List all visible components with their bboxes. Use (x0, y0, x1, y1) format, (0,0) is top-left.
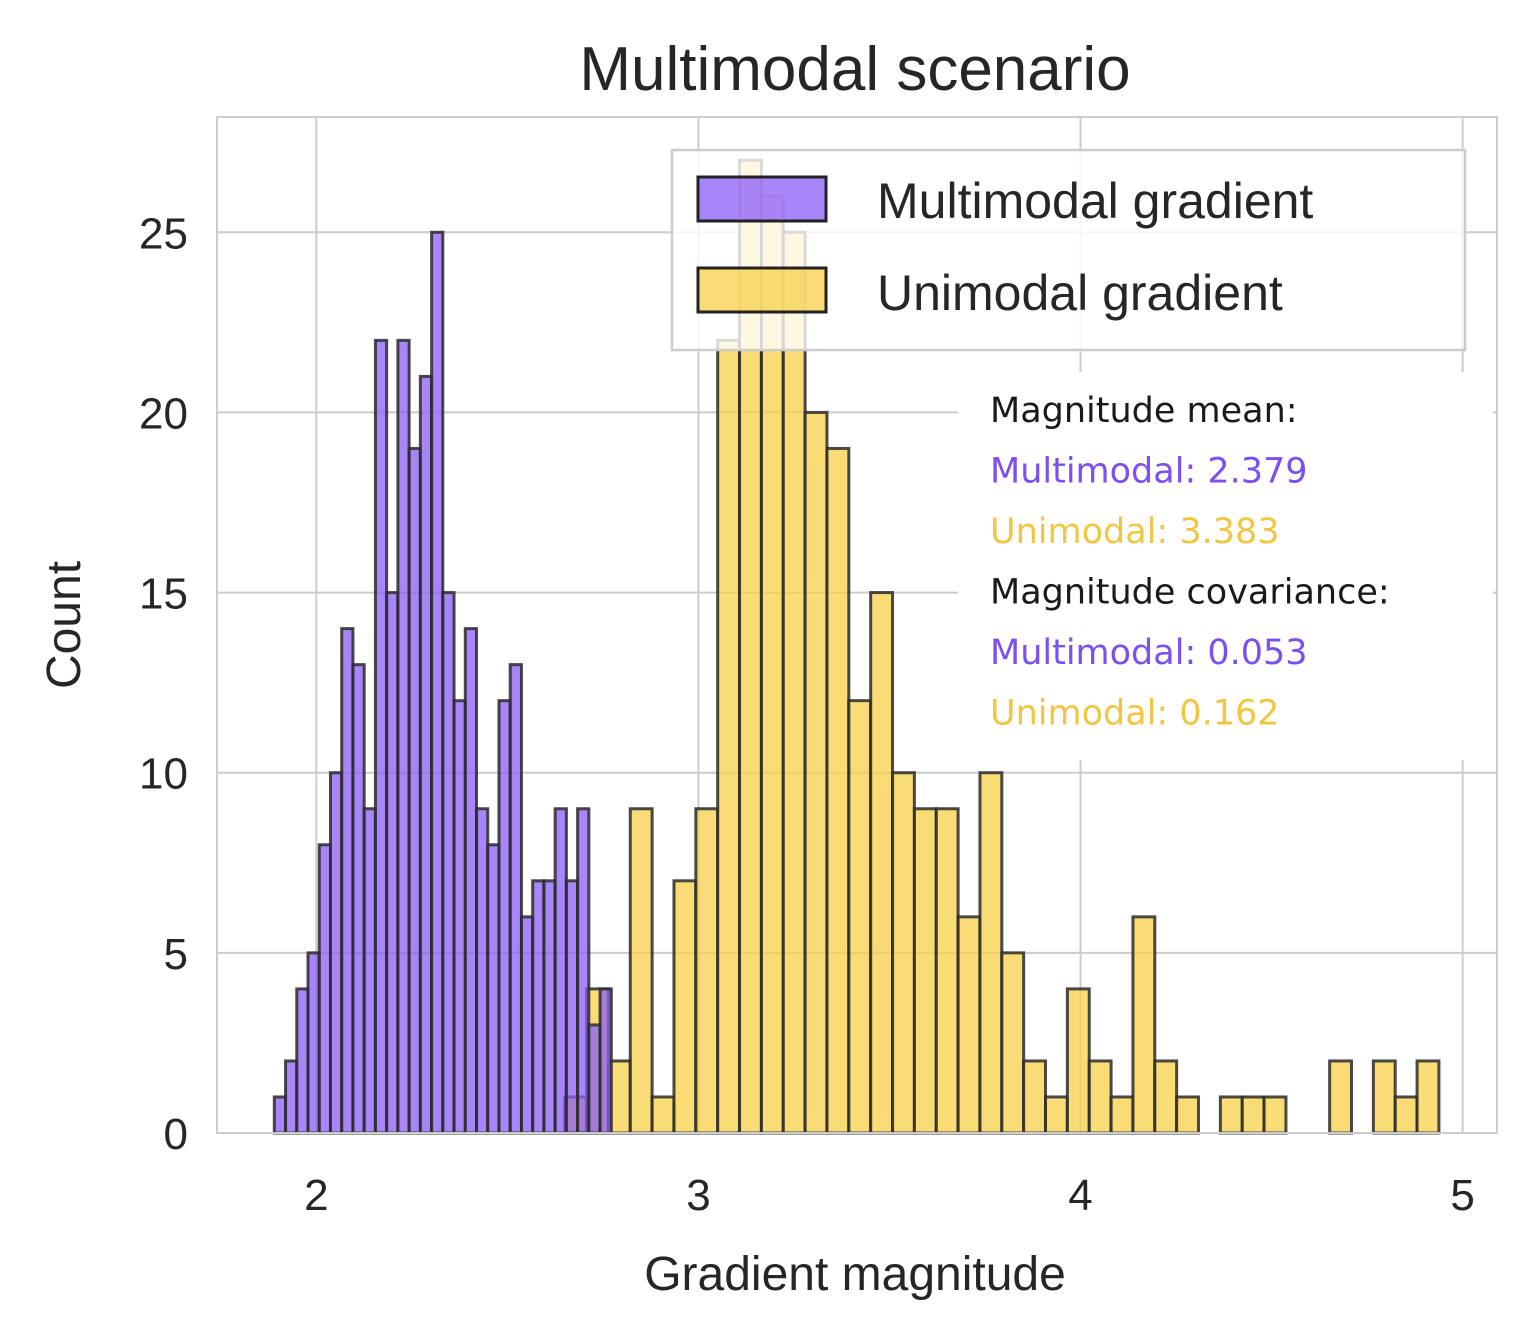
unimodal-bar-16 (912, 807, 938, 1135)
unimodal-bar-18 (956, 915, 982, 1135)
y-axis-label: Count (38, 561, 91, 689)
legend-swatch-multimodal (696, 175, 828, 223)
multimodal-bar-1 (284, 1059, 299, 1135)
multimodal-bar-23 (531, 879, 546, 1135)
unimodal-bar-32 (1262, 1095, 1288, 1135)
unimodal-bar-12 (825, 446, 851, 1135)
multimodal-bar-20 (497, 699, 512, 1135)
unimodal-bar-10 (781, 230, 807, 1135)
unimodal-bar-31 (1240, 1095, 1266, 1135)
unimodal-bar-39 (1415, 1059, 1441, 1135)
unimodal-bar-25 (1109, 1095, 1135, 1135)
x-tick-labels: 2 3 4 5 (304, 1171, 1475, 1220)
multimodal-bar-29 (598, 987, 613, 1135)
multimodal-bar-16 (452, 699, 467, 1135)
multimodal-bar-4 (317, 843, 332, 1135)
multimodal-bar-10 (385, 591, 400, 1135)
multimodal-bar-15 (441, 591, 456, 1135)
unimodal-bar-5 (672, 879, 698, 1135)
unimodal-bar-13 (847, 699, 873, 1135)
multimodal-bar-27 (576, 807, 591, 1135)
legend: Multimodal gradient Unimodal gradient (670, 148, 1467, 352)
y-tick-label-2: 10 (139, 750, 188, 799)
annotation-line-5: Unimodal: 0.162 (990, 694, 1280, 734)
y-tick-label-0: 0 (164, 1110, 188, 1159)
unimodal-bar-37 (1371, 1059, 1397, 1135)
unimodal-bar-4 (650, 1095, 676, 1135)
y-tick-label-3: 15 (139, 570, 188, 619)
x-tick-label-2: 4 (1068, 1171, 1092, 1220)
annotation-line-2: Unimodal: 3.383 (990, 512, 1280, 552)
multimodal-bar-2 (295, 987, 310, 1135)
legend-label-unimodal: Unimodal gradient (877, 265, 1283, 321)
annotation-line-4: Multimodal: 0.053 (990, 633, 1308, 673)
annotation-background (958, 372, 1493, 760)
y-tick-label-5: 25 (139, 209, 188, 258)
unimodal-bar-19 (978, 771, 1004, 1135)
unimodal-bar-23 (1065, 987, 1091, 1135)
x-tick-label-1: 3 (686, 1171, 710, 1220)
annotation-line-1: Multimodal: 2.379 (990, 452, 1308, 492)
multimodal-bar-17 (463, 627, 479, 1135)
unimodal-bar-6 (694, 807, 720, 1135)
multimodal-bar-12 (407, 446, 422, 1135)
unimodal-bar-35 (1328, 1059, 1354, 1135)
unimodal-bar-21 (1022, 1059, 1048, 1135)
x-tick-label-0: 2 (304, 1171, 328, 1220)
y-tick-label-1: 5 (164, 930, 188, 979)
multimodal-bar-0 (272, 1095, 288, 1135)
annotation-block: Magnitude mean: Multimodal: 2.379 Unimodal… (990, 391, 1390, 734)
y-tick-labels: 0 5 10 15 20 25 (139, 209, 188, 1159)
multimodal-bar-19 (486, 843, 501, 1135)
multimodal-bar-28 (587, 1023, 602, 1135)
multimodal-bar-13 (418, 374, 434, 1135)
annotation-line-0: Magnitude mean: (990, 391, 1298, 431)
y-tick-label-4: 20 (139, 389, 188, 438)
multimodal-bar-22 (519, 915, 535, 1135)
multimodal-bar-9 (373, 338, 389, 1135)
multimodal-bar-14 (430, 230, 445, 1135)
annotation-line-3: Magnitude covariance: (990, 573, 1390, 613)
x-tick-label-3: 5 (1450, 1171, 1474, 1220)
unimodal-bar-3 (628, 807, 654, 1135)
multimodal-bar-6 (340, 627, 355, 1135)
unimodal-bar-38 (1393, 1095, 1419, 1135)
unimodal-bar-26 (1131, 915, 1157, 1135)
multimodal-bar-11 (396, 338, 411, 1135)
unimodal-bar-20 (1000, 951, 1026, 1135)
multimodal-bar-24 (542, 879, 557, 1135)
multimodal-bar-8 (362, 807, 377, 1135)
multimodal-bar-7 (351, 663, 366, 1135)
legend-swatch-unimodal (696, 266, 828, 314)
multimodal-bar-18 (475, 807, 490, 1135)
legend-label-multimodal: Multimodal gradient (877, 173, 1313, 229)
unimodal-bar-17 (934, 807, 960, 1135)
unimodal-bar-15 (891, 771, 916, 1135)
multimodal-bar-26 (564, 879, 580, 1135)
multimodal-bar-5 (328, 771, 344, 1135)
multimodal-bars (272, 230, 613, 1135)
unimodal-bar-7 (716, 338, 742, 1135)
unimodal-bar-30 (1218, 1095, 1244, 1135)
unimodal-bar-24 (1087, 1059, 1113, 1135)
unimodal-bar-22 (1044, 1095, 1069, 1135)
multimodal-bar-25 (553, 807, 568, 1135)
unimodal-bar-28 (1175, 1095, 1201, 1135)
x-axis-label: Gradient magnitude (644, 1248, 1066, 1301)
multimodal-bar-3 (306, 951, 321, 1135)
chart-title: Multimodal scenario (579, 35, 1130, 104)
plot-frame (216, 116, 1498, 1134)
unimodal-bar-11 (803, 410, 829, 1135)
unimodal-bar-27 (1153, 1059, 1179, 1135)
multimodal-bar-21 (508, 663, 523, 1135)
unimodal-bar-14 (869, 591, 895, 1135)
